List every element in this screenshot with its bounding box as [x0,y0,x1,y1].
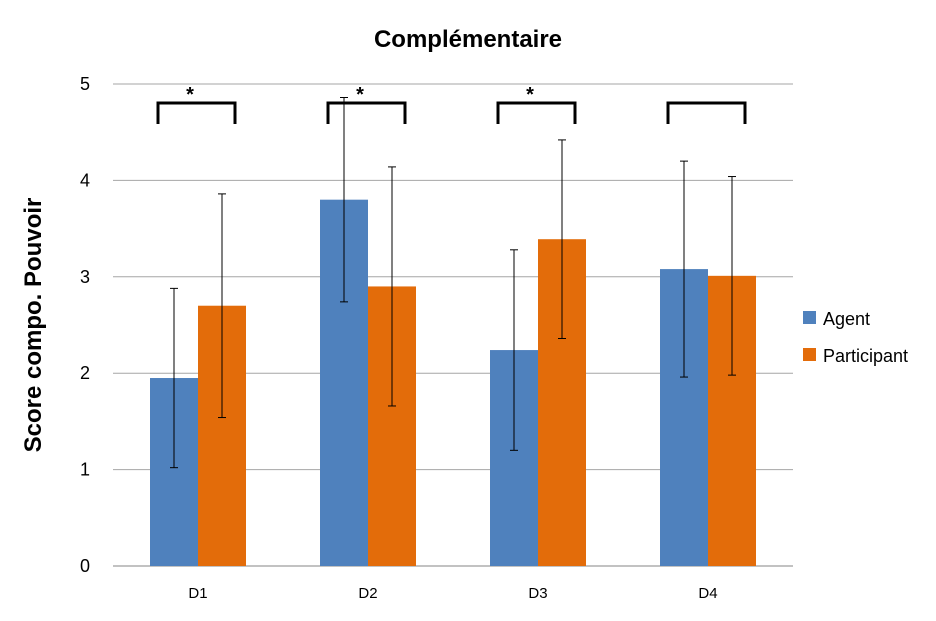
y-tick-label: 5 [80,74,90,94]
legend-swatch-agent [803,311,816,324]
legend: Agent Participant [803,309,908,366]
significance-bracket [326,101,407,124]
legend-label: Agent [823,309,870,329]
significance-star: * [356,84,364,106]
y-tick-label: 2 [80,363,90,383]
x-tick-label: D1 [188,585,207,602]
y-tick-label: 4 [80,170,90,190]
x-tick-label: D2 [358,585,377,602]
y-tick-label: 1 [80,460,90,480]
y-axis-label: Score compo. Pouvoir [20,198,47,453]
error-bars [170,96,736,469]
legend-swatch-participant [803,348,816,361]
y-tick-label: 3 [80,267,90,287]
x-tick-label: D3 [528,585,547,602]
bars [150,199,756,567]
significance-bracket [496,101,577,124]
chart-title: Complémentaire [374,26,562,53]
y-tick-label: 0 [80,556,90,576]
x-tick-label: D4 [698,585,717,602]
axis-ticks: 0 1 2 3 4 5 D1 D2 D3 D4 [80,74,718,602]
significance-bracket [666,101,747,124]
significance-star: * [186,84,194,106]
legend-label: Participant [823,346,908,366]
significance-brackets: * * * [156,84,747,124]
significance-bracket [156,101,237,124]
significance-star: * [526,84,534,106]
